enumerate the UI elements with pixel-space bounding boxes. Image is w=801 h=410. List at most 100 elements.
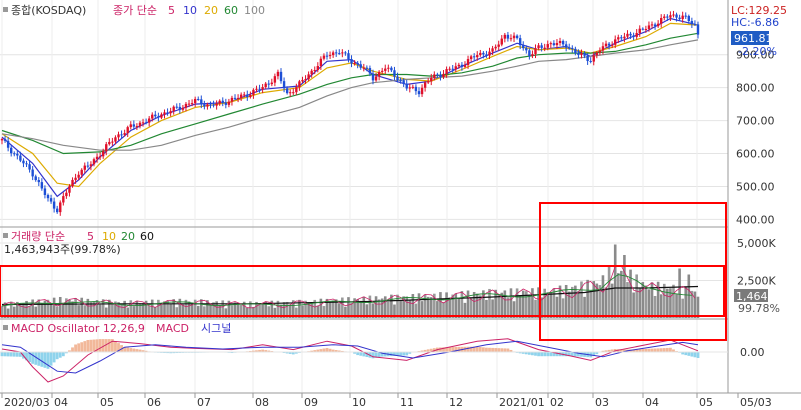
candle-body [353,62,356,64]
volume-bar [561,298,565,318]
x-tick-label: 02 [550,396,564,409]
candle-body [494,46,497,49]
volume-bar [595,283,599,318]
candle-body [690,21,694,25]
volume-bar [233,302,237,318]
volume-bar [429,297,433,318]
x-tick-label: 05 [100,396,114,409]
macd-histogram-bar [549,352,553,357]
candle-body [598,50,602,53]
candle-body [190,103,194,105]
candle-body [577,53,580,55]
macd-histogram-bar [690,352,694,357]
volume-bar [380,298,384,318]
x-tick-label: 10 [352,396,366,409]
volume-highlight-box [0,265,725,317]
candle-body [184,103,188,108]
volume-bar [218,305,221,318]
macd-histogram-bar [374,352,378,358]
candle-body [243,94,246,96]
volume-bar [684,286,688,318]
volume-bar [172,299,176,318]
macd-histogram-bar [337,350,341,352]
volume-bar [65,298,68,318]
volume-bar [457,298,461,318]
candle-body [506,34,510,39]
macd-histogram-bar [552,352,556,357]
volume-bar [9,301,13,318]
volume-grid [0,242,728,281]
volume-bar [669,288,672,318]
macd-histogram-bar [405,352,409,356]
candle-body [537,45,540,49]
macd-histogram-bar [488,347,491,352]
volume-bar [132,306,136,318]
volume-bar [693,291,697,318]
volume-bar [111,304,114,318]
volume-ma-period-5: 5 [87,230,94,243]
price-ma-period-100: 100 [244,4,265,17]
price-y-tick-label: 800.00 [736,82,775,95]
volume-bar [307,302,310,318]
candle-body [71,179,74,187]
volume-bar [196,305,200,318]
volume-bar [448,297,451,318]
candle-body [417,91,421,95]
candle-body [6,140,10,148]
macd-histogram-bar [83,341,87,352]
candle-body [65,192,68,197]
volume-bar [601,275,605,318]
candle-body [347,53,350,60]
volume-bar [209,303,212,318]
volume-bar [466,290,470,318]
volume-bar [58,296,62,318]
candle-body [414,86,418,92]
volume-bar [249,301,252,318]
volume-bar [206,300,209,318]
macd-histogram-bar [527,352,531,355]
volume-bar [423,294,427,318]
candle-body [221,100,224,103]
candle-body [46,194,50,199]
price-ma-period-20: 20 [204,4,218,17]
volume-bar [77,305,80,318]
candle-body [610,44,614,46]
candle-body [669,15,672,18]
macd-histogram-bar [123,347,127,352]
macd-histogram-bar [104,339,108,352]
macd-histogram-bar [567,352,571,357]
candle-body [59,202,62,213]
volume-bar [515,288,519,318]
macd-histogram-bar [402,352,406,356]
macd-histogram-bar [285,352,289,354]
volume-bar [383,296,387,318]
macd-histogram-bar [331,349,335,352]
candle-body [151,114,154,119]
volume-bar [494,289,497,318]
volume-bar [555,296,559,318]
macd-histogram-bar [255,350,258,352]
volume-bar [114,301,117,318]
candle-body [34,176,37,181]
candle-body [368,68,372,74]
volume-bar [160,303,163,318]
candle-body [246,94,249,98]
macd-histogram-bar [389,352,393,357]
volume-bar [288,304,292,318]
volume-y-tick-label: 5,000K [737,237,776,250]
macd-histogram-bar [466,346,470,352]
candle-body [463,65,467,67]
volume-bar [117,302,120,318]
candle-body [457,64,461,67]
volume-bar [255,301,258,318]
candle-body [289,92,292,94]
candle-body [267,83,270,85]
candle-body [187,103,191,105]
candle-body [108,141,111,145]
volume-bar [150,299,154,318]
candle-body [101,151,105,157]
candle-body [316,66,320,71]
candle-body [350,59,353,64]
